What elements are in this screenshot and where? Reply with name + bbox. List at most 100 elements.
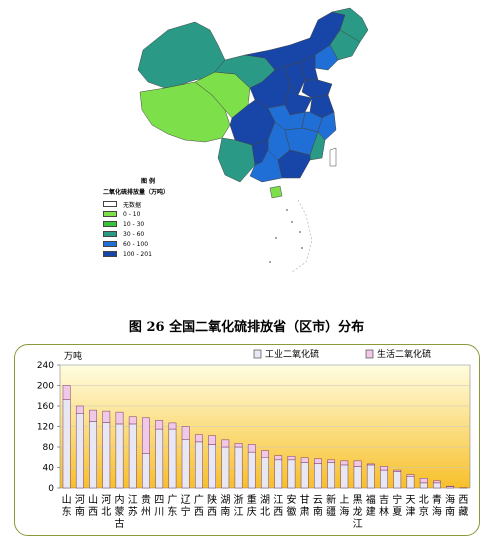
x-tick-label: 龙	[353, 505, 363, 518]
x-tick-label: 河	[101, 494, 111, 506]
bar-industrial	[62, 399, 71, 489]
x-tick-label: 南	[75, 505, 85, 518]
bar-domestic	[380, 466, 388, 471]
legend-label-industrial: 工业二氧化硫	[265, 348, 319, 360]
x-tick-label: 古	[115, 517, 125, 530]
x-tick-label: 四	[154, 495, 164, 506]
region-taiwan	[329, 147, 337, 167]
legend-item: 无数据	[103, 199, 193, 209]
bar-industrial	[181, 439, 190, 489]
region-shanxi	[284, 61, 306, 96]
x-tick-label: 海	[432, 505, 442, 518]
legend-label: 无数据	[123, 201, 142, 209]
bar-domestic	[102, 410, 111, 423]
x-tick-label: 陕	[207, 493, 217, 506]
x-tick-label: 苏	[128, 505, 138, 518]
bar-industrial	[406, 476, 415, 489]
map-legend: 图 例 二氧化硫排放量（万吨） 无数据 0 - 10 10 - 30 30 - 60 6…	[103, 176, 193, 259]
legend-label: 30 - 60	[123, 230, 145, 238]
x-tick-label: 疆	[326, 506, 336, 518]
bar-chart: 04080120160200240万吨山东河南山西河北内蒙古江苏贵州四川广东辽宁…	[37, 348, 471, 530]
bar-industrial	[287, 459, 296, 489]
bar-domestic	[261, 450, 269, 458]
legend-label: 100 - 201	[123, 250, 152, 258]
x-tick-label: 江	[234, 506, 244, 518]
x-tick-label: 西	[458, 495, 468, 506]
region-tibet	[139, 81, 231, 143]
y-tick-label: 120	[37, 423, 54, 433]
legend-swatch	[103, 231, 117, 237]
x-tick-label: 川	[154, 507, 164, 518]
x-tick-label: 西	[207, 507, 217, 518]
bar-domestic	[406, 474, 415, 477]
legend-swatch-industrial	[253, 349, 262, 359]
legend-label: 10 - 30	[123, 220, 145, 228]
x-tick-label: 安	[286, 493, 296, 506]
x-tick-label: 湖	[220, 494, 230, 506]
china-map	[137, 7, 369, 273]
legend-title: 图 例	[140, 178, 156, 185]
legend-label-domestic: 生活二氧化硫	[377, 348, 431, 360]
bar-domestic	[247, 444, 256, 453]
x-tick-label: 新	[326, 493, 336, 506]
legend-item: 10 - 30	[103, 219, 193, 229]
x-tick-label: 建	[366, 505, 376, 518]
legend-swatch	[103, 221, 117, 227]
legend-item: 100 - 201	[103, 249, 193, 259]
bar-domestic	[393, 469, 402, 472]
x-tick-label: 山	[62, 494, 72, 506]
legend-rows: 无数据 0 - 10 10 - 30 30 - 60 60 - 100 100 - 201	[103, 199, 193, 259]
x-tick-label: 内	[115, 493, 125, 506]
bar-industrial	[327, 462, 336, 489]
x-tick-label: 重	[247, 493, 257, 506]
x-tick-label: 云	[313, 495, 323, 506]
x-tick-label: 州	[141, 506, 151, 518]
bar-industrial	[128, 423, 137, 489]
bar-domestic	[340, 460, 349, 466]
x-tick-label: 夏	[392, 506, 402, 518]
bar-domestic	[287, 455, 296, 461]
legend-swatch	[103, 241, 117, 247]
x-tick-label: 南	[313, 505, 323, 518]
x-tick-label: 广	[167, 494, 177, 506]
bar-domestic	[327, 459, 336, 463]
bar-industrial	[314, 463, 322, 489]
bar-industrial	[247, 451, 256, 489]
legend-label: 60 - 100	[123, 240, 149, 248]
bar-domestic	[155, 420, 164, 430]
x-tick-label: 徽	[286, 505, 296, 518]
bar-industrial	[300, 462, 309, 489]
x-tick-label: 北	[260, 506, 270, 518]
x-tick-label: 黑	[353, 494, 363, 506]
bar-industrial	[234, 446, 243, 489]
bar-industrial	[142, 453, 150, 489]
region-hebei	[299, 54, 319, 81]
x-tick-label: 肃	[300, 506, 310, 518]
region-jilin	[329, 29, 361, 61]
legend-swatch-domestic	[365, 349, 374, 359]
legend-swatch	[103, 251, 117, 257]
bar-domestic	[221, 439, 230, 448]
x-tick-label: 山	[88, 494, 98, 506]
x-tick-label: 青	[432, 493, 442, 506]
bar-domestic	[314, 458, 322, 464]
y-tick-label: 0	[48, 484, 54, 494]
south-sea-islands	[269, 199, 313, 273]
bar-domestic	[234, 443, 243, 448]
legend-item: 60 - 100	[103, 239, 193, 249]
bar-domestic	[366, 463, 375, 466]
legend-item: 30 - 60	[103, 229, 193, 239]
bar-industrial	[340, 464, 349, 489]
bar-domestic	[194, 434, 203, 443]
bar-domestic	[419, 478, 428, 484]
bar-domestic	[433, 480, 441, 484]
bar-domestic	[142, 417, 150, 454]
x-tick-label: 北	[419, 494, 429, 506]
y-tick-label: 80	[43, 443, 55, 453]
bar-domestic	[353, 460, 362, 467]
x-tick-label: 江	[273, 494, 283, 506]
y-tick-label: 200	[37, 382, 54, 392]
legend-swatch	[103, 211, 117, 217]
bar-industrial	[366, 464, 375, 489]
bar-industrial	[353, 466, 362, 489]
